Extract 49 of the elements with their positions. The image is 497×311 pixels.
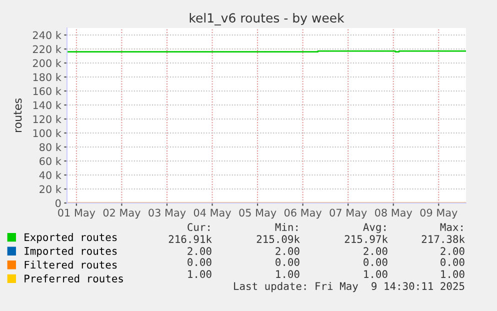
- x-tick-label: 08 May: [375, 208, 412, 219]
- y-tick-label: 160 k: [33, 87, 62, 96]
- y-tick-label: 100 k: [33, 129, 62, 138]
- y-tick-label: 80 k: [40, 143, 62, 152]
- text: 0.00: [276, 258, 300, 266]
- text: Min:: [275, 222, 298, 231]
- text: 0.00: [364, 258, 388, 266]
- text: 215.97k: [344, 234, 388, 244]
- text: 1.00: [188, 270, 212, 278]
- y-axis-title: routes: [14, 98, 22, 132]
- text: 2.00: [440, 247, 464, 256]
- text: 2.00: [276, 247, 300, 256]
- x-tick-label: 04 May: [194, 208, 231, 219]
- y-tick-label: 220 k: [32, 45, 62, 54]
- y-tick-label: 140 k: [33, 101, 62, 110]
- text: 2.00: [188, 247, 212, 256]
- y-tick-label: 40 k: [39, 171, 62, 180]
- legend-label: Filtered routes: [24, 260, 117, 269]
- text: Max:: [440, 223, 462, 232]
- x-tick-label: 01 May: [58, 208, 96, 219]
- y-tick-label: 120 k: [33, 115, 62, 124]
- y-tick-label: 180 k: [33, 73, 62, 82]
- x-tick-label: 05 May: [239, 208, 276, 219]
- text: 0.00: [440, 258, 464, 266]
- y-tick-label: 60 k: [40, 157, 62, 166]
- text: Cur:: [188, 223, 210, 232]
- text: 1.00: [364, 270, 388, 278]
- text: Last update: Fri May 9 14:30:11 2025: [234, 282, 464, 292]
- text: 2.00: [364, 247, 388, 256]
- text: 217.38k: [422, 234, 465, 244]
- y-tick-label: 200 k: [32, 59, 62, 68]
- y-tick-label: 20 k: [40, 185, 62, 194]
- y-tick-label: 240 k: [32, 31, 62, 40]
- legend-label: Preferred routes: [24, 274, 123, 282]
- x-tick-label: 07 May: [330, 208, 367, 219]
- legend-label: Imported routes: [24, 246, 117, 257]
- text: Avg:: [363, 223, 386, 234]
- x-tick-label: 06 May: [284, 208, 322, 219]
- y-tick-label: 0: [56, 199, 61, 208]
- text: 216.91k: [168, 234, 212, 244]
- text: 215.09k: [256, 234, 300, 244]
- x-tick-label: 03 May: [148, 208, 186, 219]
- x-tick-label: 02 May: [103, 208, 140, 219]
- text: 1.00: [276, 270, 300, 278]
- text: 0.00: [188, 258, 212, 266]
- x-tick-label: 09 May: [420, 208, 458, 219]
- legend-label: Exported routes: [24, 233, 117, 244]
- chart-title: kel1_v6 routes - by week: [190, 12, 344, 26]
- text: 1.00: [441, 270, 464, 278]
